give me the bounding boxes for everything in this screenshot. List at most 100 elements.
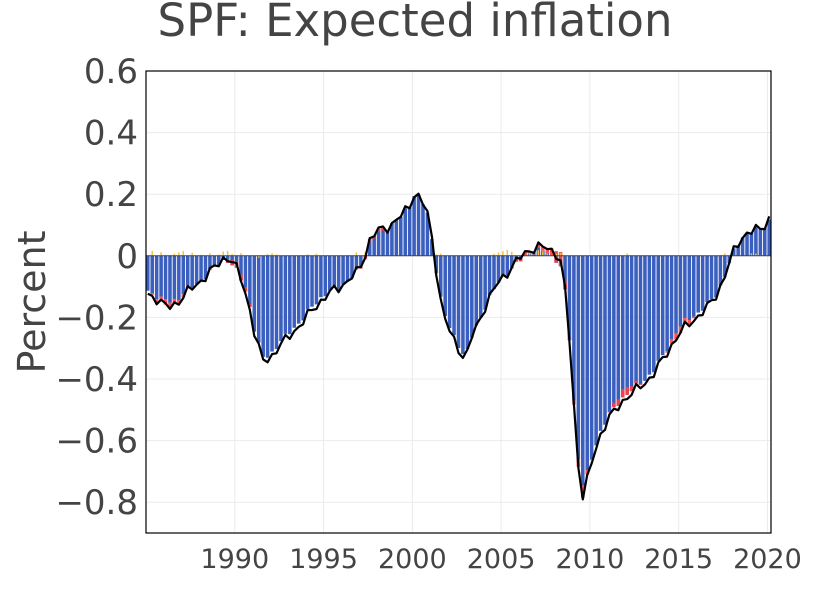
bar-main	[390, 223, 394, 256]
bar-minor	[151, 250, 153, 256]
bar-main	[492, 255, 496, 290]
bar-secondary	[665, 351, 669, 353]
bar-main	[319, 255, 323, 298]
bar-main	[501, 255, 505, 276]
y-tick-label: −0.2	[55, 298, 138, 338]
bar-main	[301, 255, 305, 321]
bar-minor	[266, 253, 269, 256]
chart-title: SPF: Expected inflation	[158, 0, 673, 47]
bar-main	[634, 255, 638, 384]
bar-main	[425, 212, 430, 256]
y-tick-label: 0.2	[84, 175, 138, 215]
total-line-group	[147, 192, 771, 501]
x-tick-label: 2015	[644, 544, 713, 575]
bar-secondary	[523, 252, 527, 256]
bar-main	[461, 255, 465, 355]
x-tick-label: 1990	[200, 544, 269, 575]
bar-main	[154, 255, 159, 300]
bar-main	[345, 255, 350, 282]
bar-minor	[209, 253, 211, 256]
bar-main	[567, 255, 572, 341]
bar-minor	[306, 254, 309, 256]
bar-main	[261, 255, 265, 357]
bar-minor	[164, 254, 167, 256]
bar-secondary	[168, 302, 172, 309]
bar-main	[705, 255, 709, 303]
bar-minor	[555, 253, 557, 256]
bar-main	[332, 255, 336, 288]
bar-main	[243, 255, 248, 292]
bar-main	[656, 255, 661, 361]
bar-main	[687, 255, 692, 321]
bar-secondary	[678, 326, 683, 333]
bar-secondary	[625, 386, 629, 395]
y-tick-label: −0.4	[55, 360, 138, 400]
bar-secondary	[607, 411, 612, 413]
bar-minor	[537, 250, 540, 256]
bar-main	[305, 255, 310, 310]
bar-secondary	[248, 304, 252, 307]
bar-minor	[493, 253, 495, 256]
bar-main	[532, 254, 536, 256]
bar-minor	[160, 252, 162, 256]
bar-main	[749, 233, 754, 256]
bar-minor	[275, 254, 278, 256]
bar-secondary	[638, 383, 643, 385]
bar-minor	[191, 252, 193, 256]
x-tick-label: 1995	[289, 544, 358, 575]
bar-main	[731, 248, 736, 256]
bar-secondary	[549, 248, 554, 256]
bar-secondary	[541, 246, 545, 251]
bar-secondary	[172, 298, 177, 304]
bar-main	[620, 255, 625, 398]
bar-main	[350, 255, 354, 278]
bar-main	[474, 255, 479, 326]
bar-main	[478, 255, 483, 318]
bar-main	[421, 204, 425, 256]
bar-main	[256, 255, 261, 343]
bar-minor	[178, 252, 180, 256]
bar-main	[252, 255, 257, 332]
bar-main	[248, 255, 252, 307]
bar-main	[683, 255, 687, 318]
bar-minor	[724, 253, 726, 256]
bar-minor	[511, 251, 513, 256]
plot-frame	[145, 70, 772, 534]
y-tick-label: 0.6	[84, 52, 138, 92]
minor-component-bars	[151, 249, 762, 258]
bar-secondary	[150, 292, 154, 295]
bar-minor	[231, 253, 233, 256]
bar-main	[718, 255, 723, 286]
bar-main	[212, 255, 217, 267]
bar-main	[341, 255, 345, 285]
bar-minor	[750, 253, 753, 256]
bar-main	[665, 255, 669, 352]
bar-main	[359, 255, 363, 267]
bar-minor	[257, 255, 260, 258]
bar-minor	[542, 251, 544, 256]
bar-minor	[626, 253, 628, 256]
bar-main	[279, 255, 283, 342]
bar-main	[509, 255, 514, 269]
bar-secondary	[381, 227, 385, 231]
bar-main	[723, 255, 727, 277]
bar-minor	[439, 253, 442, 256]
bar-minor	[182, 250, 185, 256]
bar-main	[217, 255, 221, 266]
bar-minor	[240, 253, 242, 256]
bar-minor	[226, 250, 229, 256]
bar-main	[159, 255, 163, 297]
bar-main	[763, 228, 767, 256]
bar-main	[310, 255, 314, 307]
bar-main	[691, 255, 696, 317]
bar-main	[416, 194, 421, 256]
bar-main	[447, 255, 452, 329]
bar-main	[465, 255, 470, 350]
bar-main	[754, 227, 758, 256]
bar-minor	[200, 254, 202, 256]
bar-main	[607, 255, 612, 413]
y-axis-label: Percent	[10, 231, 54, 374]
bar-main	[412, 196, 416, 256]
bar-main	[660, 255, 665, 356]
bar-main	[403, 208, 408, 256]
